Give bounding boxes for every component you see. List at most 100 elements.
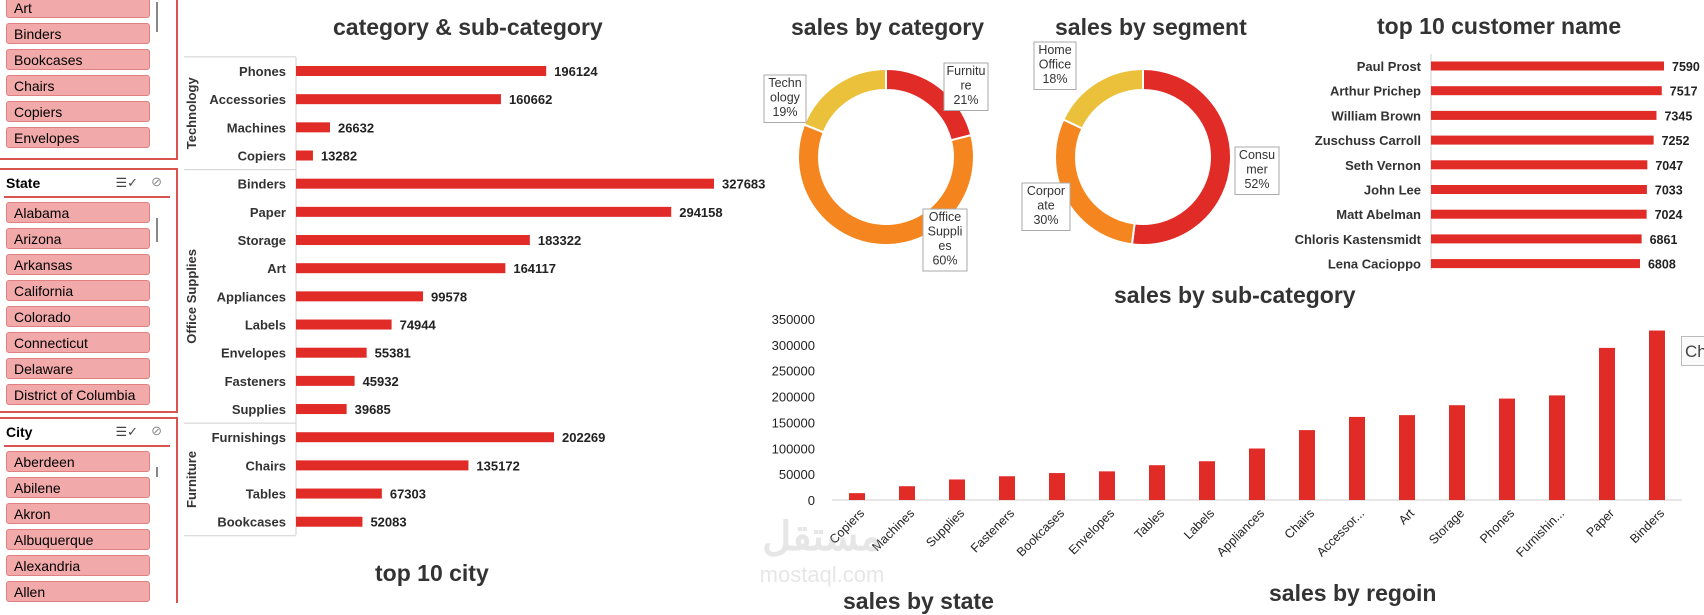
x-tick-label: Appliances bbox=[1214, 506, 1267, 559]
y-tick-label: 200000 bbox=[772, 390, 815, 405]
subcategory-bar bbox=[999, 476, 1015, 500]
state-slicer: State ☰✓ ⊘ Alabama Arizona Arkansas Califor… bbox=[0, 168, 178, 413]
donut-data-label: Office bbox=[1039, 58, 1071, 72]
slicer-item[interactable]: Binders bbox=[6, 23, 150, 44]
slicer-item[interactable]: Albuquerque bbox=[6, 529, 150, 550]
x-tick-label: Envelopes bbox=[1066, 506, 1117, 557]
customer-bar bbox=[1431, 259, 1640, 269]
city-slicer-scrollbar[interactable] bbox=[156, 467, 158, 477]
customer-label: Paul Prost bbox=[1357, 59, 1422, 74]
watermark-arabic: مستقل bbox=[762, 515, 882, 559]
category-subcategory-title: category & sub-category bbox=[333, 14, 603, 40]
customer-bar bbox=[1431, 234, 1642, 244]
donut-label-box bbox=[1033, 41, 1077, 90]
category-data-label: 39685 bbox=[355, 402, 391, 417]
subcategory-label: Binders bbox=[238, 177, 286, 192]
customer-data-label: 7252 bbox=[1662, 134, 1690, 148]
subcategory-label: Chairs bbox=[246, 458, 286, 473]
slicer-item[interactable]: Aberdeen bbox=[6, 451, 150, 472]
slicer-item[interactable]: Abilene bbox=[6, 477, 150, 498]
multi-select-icon[interactable]: ☰✓ bbox=[115, 424, 138, 439]
subcategory-label: Accessories bbox=[209, 92, 286, 107]
slicer-item[interactable]: Akron bbox=[6, 503, 150, 524]
x-tick-label: Tables bbox=[1132, 506, 1167, 541]
state-slicer-title: State bbox=[6, 175, 41, 191]
subcategory-label: Storage bbox=[238, 233, 286, 248]
category-bar bbox=[296, 206, 672, 217]
city-slicer-items: Aberdeen Abilene Akron Albuquerque Alexandri… bbox=[6, 451, 150, 607]
tooltip-text: Ch bbox=[1685, 342, 1704, 361]
clear-filter-icon[interactable]: ⊘ bbox=[151, 423, 162, 438]
subcategory-label: Bookcases bbox=[217, 515, 286, 530]
slicer-item[interactable]: Arizona bbox=[6, 228, 150, 249]
subcategory-bar bbox=[1499, 398, 1515, 500]
slicer-item[interactable]: Bookcases bbox=[6, 49, 150, 70]
category-data-label: 74944 bbox=[400, 318, 437, 333]
category-subcategory-chart: Phones 196124 Accessories 160662 Machines 266… bbox=[184, 56, 765, 537]
category-data-label: 327683 bbox=[722, 177, 765, 192]
customer-data-label: 7590 bbox=[1672, 60, 1700, 74]
subcategory-bar bbox=[949, 479, 965, 500]
clear-filter-icon[interactable]: ⊘ bbox=[151, 174, 162, 189]
category-data-label: 135172 bbox=[476, 458, 519, 473]
category-data-label: 196124 bbox=[554, 64, 598, 79]
x-tick-label: Supplies bbox=[923, 506, 967, 550]
customer-data-label: 6808 bbox=[1648, 258, 1676, 272]
donut-data-label: ology bbox=[770, 91, 801, 105]
slicer-item[interactable]: Connecticut bbox=[6, 332, 150, 353]
subcategory-bar bbox=[1049, 473, 1065, 500]
sub-category-slicer-scrollbar[interactable] bbox=[156, 2, 158, 32]
donut-slice bbox=[802, 67, 887, 134]
dashboard-charts: Phones 196124 Accessories 160662 Machines 266… bbox=[184, 41, 1700, 587]
donut-data-label: Home bbox=[1038, 43, 1071, 57]
subcategory-bar bbox=[1149, 465, 1165, 500]
slicer-item[interactable]: Copiers bbox=[6, 101, 150, 122]
slicer-item[interactable]: Alabama bbox=[6, 202, 150, 223]
donut-label-box bbox=[943, 62, 989, 111]
slicer-item[interactable]: Envelopes bbox=[6, 127, 150, 148]
category-group-label: Office Supplies bbox=[184, 249, 199, 344]
slicer-item[interactable]: California bbox=[6, 280, 150, 301]
multi-select-icon[interactable]: ☰✓ bbox=[115, 175, 138, 190]
subcategory-label: Phones bbox=[239, 64, 286, 79]
slicer-item[interactable]: District of Columbia bbox=[6, 384, 150, 405]
sales-by-segment-title: sales by segment bbox=[1055, 14, 1247, 40]
subcategory-bar bbox=[1549, 395, 1565, 500]
y-tick-label: 150000 bbox=[772, 415, 815, 430]
sub-category-slicer: Art Binders Bookcases Chairs Copiers Envelope… bbox=[0, 0, 178, 160]
subcategory-label: Furnishings bbox=[212, 430, 286, 445]
watermark: مستقل mostaql.com bbox=[760, 515, 885, 587]
customer-bar bbox=[1431, 209, 1647, 219]
customer-bar bbox=[1431, 110, 1657, 120]
subcategory-bar bbox=[1299, 430, 1315, 500]
x-tick-label: Labels bbox=[1181, 506, 1217, 542]
subcategory-label: Machines bbox=[227, 120, 286, 135]
category-bar bbox=[296, 94, 501, 105]
slicer-item[interactable]: Chairs bbox=[6, 75, 150, 96]
donut-data-label: 52% bbox=[1244, 177, 1269, 191]
donut-data-label: Techn bbox=[768, 76, 801, 90]
city-slicer: City ☰✓ ⊘ Aberdeen Abilene Akron Albuquerqu… bbox=[0, 417, 178, 603]
category-bar bbox=[296, 516, 363, 527]
slicer-item[interactable]: Arkansas bbox=[6, 254, 150, 275]
slicer-item[interactable]: Colorado bbox=[6, 306, 150, 327]
donut-data-label: Consu bbox=[1239, 148, 1275, 162]
category-data-label: 160662 bbox=[509, 92, 552, 107]
slicer-item[interactable]: Art bbox=[6, 0, 150, 18]
donut-data-label: 60% bbox=[932, 254, 957, 268]
state-slicer-header: State ☰✓ ⊘ bbox=[4, 170, 170, 198]
donut-data-label: 30% bbox=[1033, 213, 1058, 227]
customer-data-label: 7024 bbox=[1655, 208, 1683, 222]
subcategory-label: Copiers bbox=[238, 149, 286, 164]
category-bar bbox=[296, 375, 355, 386]
x-tick-label: Paper bbox=[1584, 506, 1617, 539]
state-slicer-scrollbar[interactable] bbox=[156, 218, 158, 242]
customer-label: Matt Abelman bbox=[1336, 207, 1421, 222]
category-bar bbox=[296, 347, 367, 358]
subcategory-label: Paper bbox=[250, 205, 286, 220]
subcategory-bar bbox=[1349, 416, 1365, 500]
slicer-item[interactable]: Alexandria bbox=[6, 555, 150, 576]
subcategory-bar bbox=[1449, 405, 1465, 500]
slicer-item[interactable]: Delaware bbox=[6, 358, 150, 379]
